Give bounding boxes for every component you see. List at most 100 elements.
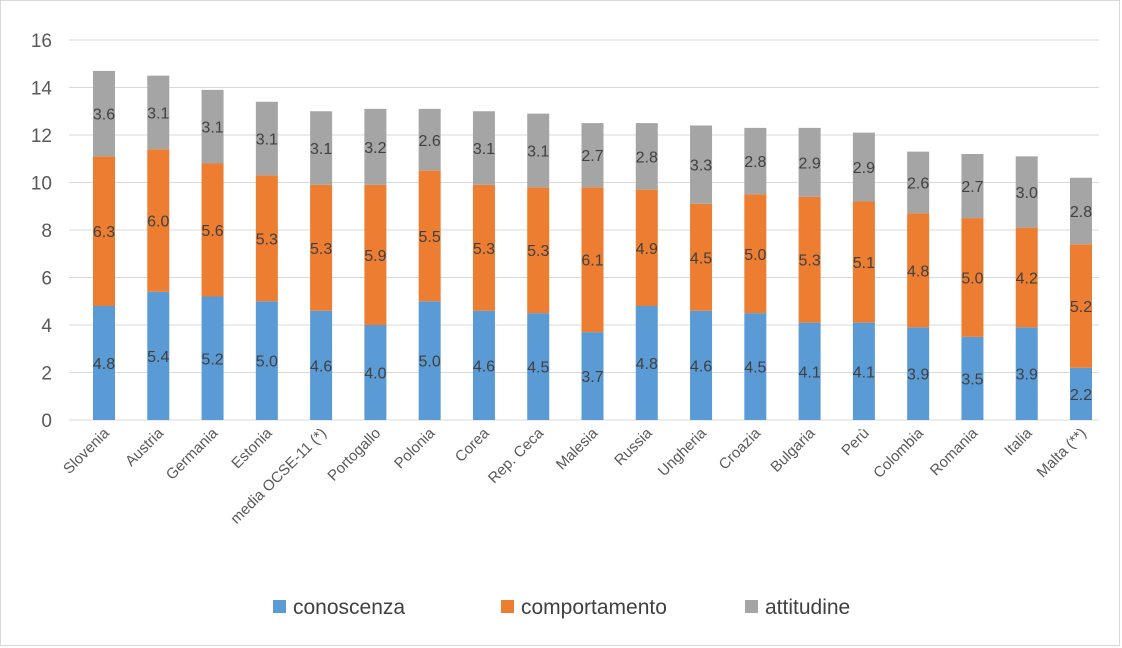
bar-segment-conoscenza — [1015, 327, 1038, 420]
bar-segment-comportamento — [147, 149, 170, 292]
data-label: 5.0 — [256, 354, 278, 371]
bar-segment-conoscenza — [635, 306, 658, 420]
data-label: 4.0 — [364, 366, 386, 383]
x-tick-label: Corea — [452, 424, 493, 465]
bar-segment-attitudine — [581, 123, 604, 188]
x-tick-label: Romania — [927, 424, 982, 479]
data-label: 2.6 — [907, 176, 929, 193]
data-label: 3.2 — [364, 140, 386, 157]
data-label: 4.6 — [473, 358, 495, 375]
bar-segment-attitudine — [1070, 177, 1092, 245]
data-label: 5.3 — [798, 253, 820, 270]
data-label: 4.6 — [690, 358, 712, 375]
data-label: 2.8 — [636, 149, 658, 166]
x-tick-label: Polonia — [391, 424, 439, 472]
data-label: 4.6 — [310, 358, 332, 375]
y-tick-label: 0 — [41, 411, 52, 432]
bar-segment-attitudine — [255, 101, 278, 176]
x-tick-label: Russia — [611, 424, 656, 469]
bar-segment-attitudine — [147, 75, 170, 150]
data-label: 4.8 — [907, 263, 929, 280]
y-tick-label: 12 — [31, 126, 52, 147]
legend-label-comportamento: comportamento — [521, 596, 667, 619]
legend-swatch-conoscenza — [273, 600, 286, 613]
bar-segment-conoscenza — [472, 310, 495, 420]
data-label: 5.0 — [744, 247, 766, 264]
data-label: 5.0 — [961, 271, 983, 288]
data-label: 3.1 — [527, 143, 549, 160]
x-tick-label: Portogallo — [324, 425, 384, 485]
data-label: 2.7 — [581, 148, 603, 165]
data-label: 4.2 — [1016, 271, 1038, 288]
data-label: 3.1 — [473, 141, 495, 158]
x-tick-label: Croazia — [716, 424, 765, 473]
data-label: 4.5 — [744, 360, 766, 377]
x-tick-label: Slovenia — [60, 424, 113, 477]
data-label: 3.5 — [961, 371, 983, 388]
bar-segment-conoscenza — [1070, 367, 1092, 420]
bar-segment-conoscenza — [744, 313, 767, 420]
data-label: 5.1 — [853, 255, 875, 272]
x-tick-label: Ungheria — [655, 424, 711, 480]
data-label: 3.1 — [256, 132, 278, 149]
bar-segment-conoscenza — [310, 310, 333, 420]
bar-segment-conoscenza — [581, 332, 604, 420]
bar-segment-comportamento — [635, 189, 658, 306]
data-label: 2.6 — [419, 133, 441, 150]
data-label: 3.9 — [1016, 367, 1038, 384]
bar-segment-conoscenza — [364, 325, 387, 420]
x-tick-label: media OCSE-11 (*) — [227, 425, 330, 528]
data-label: 2.2 — [1070, 387, 1092, 404]
bar-segment-attitudine — [418, 108, 441, 171]
x-tick-label: Colombia — [870, 424, 927, 481]
bar-segment-comportamento — [527, 187, 550, 314]
bar-segment-comportamento — [364, 184, 387, 325]
bar-segment-conoscenza — [418, 301, 441, 420]
data-label: 3.1 — [310, 141, 332, 158]
legend-swatch-attitudine — [745, 600, 758, 613]
y-tick-label: 10 — [31, 174, 52, 195]
data-label: 3.6 — [93, 107, 115, 124]
bar-segment-comportamento — [310, 184, 333, 311]
data-label: 6.0 — [147, 214, 169, 231]
bar-segment-comportamento — [201, 163, 224, 297]
data-label: 5.6 — [201, 223, 223, 240]
bar-segment-comportamento — [961, 218, 984, 337]
y-tick-label: 14 — [31, 79, 53, 100]
bar-segment-comportamento — [852, 201, 875, 323]
bar-segment-conoscenza — [93, 306, 115, 420]
data-label: 5.9 — [364, 248, 386, 265]
data-label: 5.2 — [201, 351, 223, 368]
data-label: 3.1 — [201, 120, 223, 137]
bar-segment-attitudine — [364, 108, 387, 185]
bar-segment-comportamento — [690, 203, 713, 311]
bar-segment-conoscenza — [961, 336, 984, 420]
bar-segment-conoscenza — [852, 322, 875, 420]
data-label: 4.1 — [853, 364, 875, 381]
bar-segment-attitudine — [852, 132, 875, 202]
bar-segment-attitudine — [744, 127, 767, 195]
data-label: 4.8 — [636, 356, 658, 373]
data-label: 5.2 — [1070, 299, 1092, 316]
bar-segment-attitudine — [961, 154, 984, 219]
bar-segment-attitudine — [690, 125, 713, 204]
y-tick-label: 16 — [31, 31, 52, 52]
data-label: 6.1 — [581, 253, 603, 270]
x-tick-label: Rep. Ceca — [485, 424, 548, 487]
bar-segment-attitudine — [93, 70, 115, 157]
data-label: 3.3 — [690, 158, 712, 175]
bar-segment-conoscenza — [201, 296, 224, 420]
data-label: 4.1 — [798, 364, 820, 381]
data-label: 3.0 — [1016, 185, 1038, 202]
data-label: 4.8 — [93, 356, 115, 373]
y-tick-label: 8 — [41, 221, 52, 242]
data-label: 5.3 — [473, 241, 495, 258]
data-label: 5.3 — [527, 243, 549, 260]
data-label: 5.3 — [310, 241, 332, 258]
data-label: 5.4 — [147, 349, 169, 366]
bar-segment-attitudine — [907, 151, 930, 214]
bar-segment-comportamento — [1015, 227, 1038, 328]
data-label: 3.9 — [907, 367, 929, 384]
bar-segment-comportamento — [93, 156, 115, 306]
